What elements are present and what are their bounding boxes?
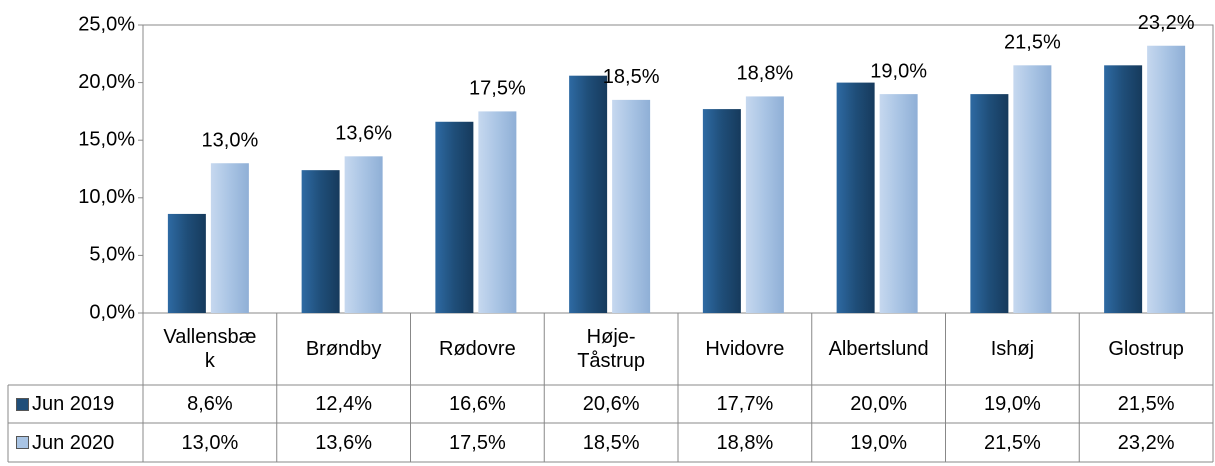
data-label: 21,5%	[1004, 32, 1061, 54]
y-tick-label: 20,0%	[78, 71, 135, 93]
category-label: Glostrup	[1079, 313, 1213, 385]
y-tick-label: 25,0%	[78, 13, 135, 35]
table-value: 23,2%	[1079, 423, 1213, 462]
bar	[970, 94, 1009, 314]
category-label: Vallensbæk	[143, 313, 277, 385]
table-value: 21,5%	[1079, 385, 1213, 423]
bar	[745, 96, 784, 313]
table-value: 21,5%	[946, 423, 1080, 462]
bar	[435, 121, 474, 313]
table-value: 16,6%	[411, 385, 545, 423]
table-value: 20,6%	[544, 385, 678, 423]
legend-entry: Jun 2019	[8, 385, 143, 423]
table-value: 8,6%	[143, 385, 277, 423]
cell-text: 21,5%	[1117, 393, 1175, 415]
cell-text: 18,5%	[582, 431, 640, 454]
y-tick-label: 15,0%	[78, 128, 135, 150]
cell-text: Glostrup	[1108, 338, 1184, 360]
legend-swatch	[16, 436, 29, 449]
bar	[836, 82, 875, 313]
cell-text: Hvidovre	[705, 338, 785, 360]
bar	[210, 163, 249, 313]
data-label: 18,8%	[737, 63, 794, 85]
cell-text: 13,6%	[315, 431, 372, 454]
legend-entry: Jun 2020	[8, 423, 143, 462]
cell-text: 20,0%	[850, 393, 907, 415]
cell-text: Ishøj	[990, 338, 1035, 360]
table-value: 18,5%	[544, 423, 678, 462]
category-label: Høje-Tåstrup	[544, 313, 678, 385]
cell-text: 18,8%	[716, 431, 774, 454]
cell-text: 19,0%	[850, 431, 907, 454]
y-tick-label: 5,0%	[89, 244, 135, 266]
table-value: 12,4%	[277, 385, 411, 423]
cell-text: 19,0%	[984, 393, 1041, 415]
data-label: 17,5%	[469, 78, 526, 100]
bar	[702, 109, 741, 313]
cell-text: 20,6%	[582, 393, 640, 415]
cell-text: 8,6%	[187, 393, 233, 415]
bar	[1104, 65, 1143, 313]
category-label: Albertslund	[812, 313, 946, 385]
cell-text: Albertslund	[828, 338, 929, 360]
bar	[1147, 45, 1186, 314]
table-value: 20,0%	[812, 385, 946, 423]
bar	[301, 170, 340, 313]
cell-text: 12,4%	[315, 393, 372, 415]
data-label: 19,0%	[870, 60, 927, 82]
bar	[167, 213, 206, 313]
table-value: 13,6%	[277, 423, 411, 462]
table-value: 17,5%	[411, 423, 545, 462]
y-tick-label: 10,0%	[78, 186, 135, 208]
table-value: 19,0%	[812, 423, 946, 462]
cell-text: 17,5%	[449, 431, 506, 454]
legend-swatch	[16, 397, 29, 411]
category-label: Ishøj	[946, 313, 1080, 385]
cell-text: 16,6%	[449, 393, 506, 415]
cell-text: Vallensbæk	[163, 326, 257, 372]
cell-text: Brøndby	[305, 338, 382, 360]
y-tick-label: 0,0%	[89, 301, 135, 323]
cell-text: 21,5%	[984, 431, 1041, 454]
bar	[569, 75, 608, 313]
data-label: 13,0%	[202, 130, 259, 152]
cell-text: 17,7%	[716, 393, 774, 415]
cell-text: Rødovre	[439, 338, 516, 360]
data-label: 18,5%	[603, 66, 660, 88]
bar	[879, 94, 918, 314]
table-value: 13,0%	[143, 423, 277, 462]
table-value: 19,0%	[946, 385, 1080, 423]
legend-label: Jun 2020	[32, 431, 115, 454]
bar	[1013, 65, 1052, 313]
bar	[612, 99, 651, 313]
legend-label: Jun 2019	[32, 393, 115, 415]
category-label: Rødovre	[411, 313, 545, 385]
data-label: 23,2%	[1138, 12, 1195, 34]
bar	[344, 156, 383, 313]
category-label: Hvidovre	[678, 313, 812, 385]
table-value: 18,8%	[678, 423, 812, 462]
bar	[478, 111, 517, 314]
category-label: Brøndby	[277, 313, 411, 385]
table-value: 17,7%	[678, 385, 812, 423]
data-label: 13,6%	[335, 123, 392, 145]
cell-text: Høje-Tåstrup	[577, 326, 646, 372]
cell-text: 13,0%	[181, 431, 239, 454]
cell-text: 23,2%	[1117, 431, 1175, 454]
